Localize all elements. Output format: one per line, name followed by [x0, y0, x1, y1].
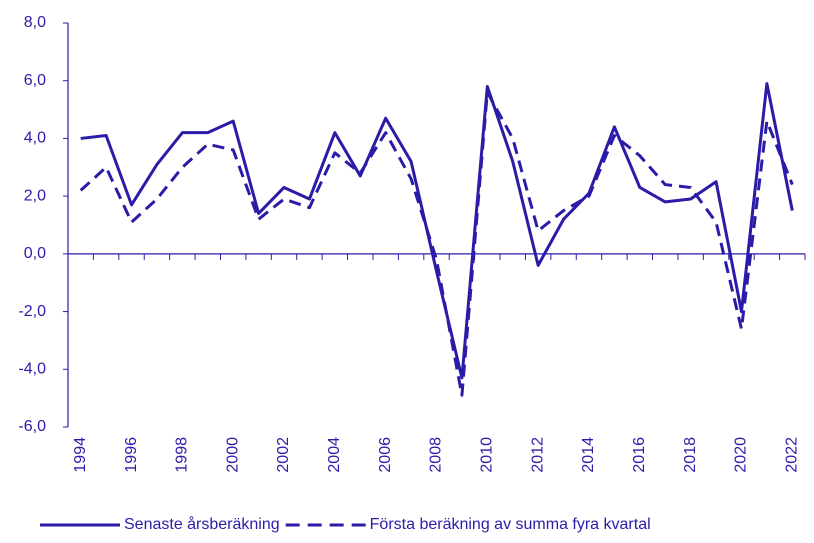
legend-label: Första beräkning av summa fyra kvartal: [370, 516, 651, 533]
y-tick-label: 2,0: [24, 187, 46, 204]
y-tick-label: -6,0: [18, 418, 46, 435]
x-tick-label: 2014: [580, 437, 597, 473]
x-tick-label: 2000: [224, 437, 241, 473]
x-tick-label: 1994: [72, 437, 89, 473]
x-tick-label: 2004: [326, 437, 343, 473]
x-tick-label: 2012: [529, 437, 546, 473]
x-tick-label: 2002: [275, 437, 292, 473]
y-tick-label: 6,0: [24, 72, 46, 89]
x-tick-label: 1998: [174, 437, 191, 473]
y-tick-label: 8,0: [24, 14, 46, 31]
y-tick-label: 0,0: [24, 245, 46, 262]
x-tick-label: 2008: [428, 437, 445, 473]
x-tick-label: 2016: [631, 437, 648, 473]
x-tick-label: 2022: [784, 437, 801, 473]
x-tick-label: 2018: [682, 437, 699, 473]
series-line: [80, 82, 794, 380]
legend-label: Senaste årsberäkning: [124, 515, 280, 533]
y-tick-label: -2,0: [18, 303, 46, 320]
x-tick-label: 2020: [733, 437, 750, 473]
x-tick-label: 2006: [377, 437, 394, 473]
series-line: [79, 90, 794, 397]
x-tick-label: 2010: [479, 437, 496, 473]
y-tick-label: 4,0: [24, 130, 46, 147]
y-tick-label: -4,0: [18, 361, 46, 378]
x-tick-label: 1996: [123, 437, 140, 473]
